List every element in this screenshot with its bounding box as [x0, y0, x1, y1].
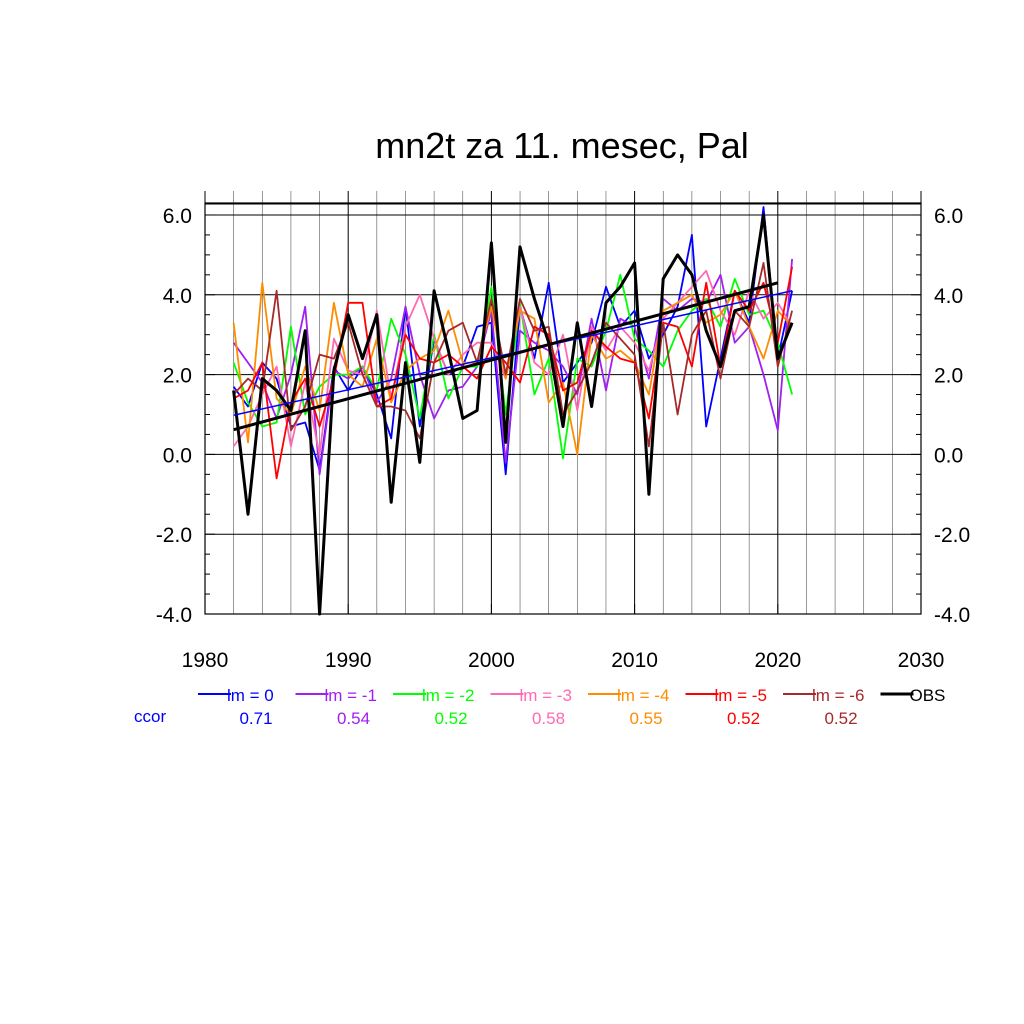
chart-title: mn2t za 11. mesec, Pal [375, 125, 749, 166]
x-tick-label: 2010 [611, 649, 658, 672]
tick-labels: 1980 1990 2000 2010 2020 2030 -4.0 -4.0 -2.0 -2.0… [156, 205, 970, 672]
y-tick-label-left: 2.0 [163, 365, 192, 388]
x-tick-label: 2030 [898, 649, 945, 672]
legend-ccor-lm-2: 0.52 [434, 709, 467, 728]
legend: ccor lm = 0 0.71 lm = -1 0.54 lm = -2 0.52 lm … [134, 686, 945, 728]
trend-line-obs [233, 281, 779, 432]
y-tick-label-left: -4.0 [156, 604, 192, 627]
y-tick-label-right: 2.0 [934, 365, 963, 388]
x-tick-label: 1990 [325, 649, 372, 672]
legend-label-lm-6: lm = -6 [812, 686, 864, 705]
axis-ticks [204, 214, 922, 615]
plot-frame [204, 202, 922, 615]
series-line-lm-5 [233, 266, 793, 480]
legend-ccor-lm-1: 0.54 [337, 709, 370, 728]
legend-label-obs: OBS [910, 686, 946, 705]
y-tick-label-right: 0.0 [934, 444, 963, 467]
legend-ccor-lm-3: 0.58 [532, 709, 565, 728]
y-tick-label-right: -2.0 [934, 524, 970, 547]
legend-ccor-lm-0: 0.71 [239, 709, 272, 728]
y-tick-label-left: 0.0 [163, 444, 192, 467]
legend-label-lm-1: lm = -1 [325, 686, 377, 705]
legend-ccor-lm-5: 0.52 [727, 709, 760, 728]
legend-label-lm-5: lm = -5 [715, 686, 767, 705]
legend-label-lm-0: lm = 0 [227, 686, 274, 705]
ccor-label: ccor [134, 707, 166, 726]
legend-label-lm-2: lm = -2 [422, 686, 474, 705]
y-tick-label-left: 4.0 [163, 285, 192, 308]
legend-label-lm-4: lm = -4 [617, 686, 669, 705]
x-tick-label: 2020 [754, 649, 801, 672]
y-tick-label-left: 6.0 [163, 205, 192, 228]
trend-layer [233, 281, 793, 432]
y-tick-label-right: 4.0 [934, 285, 963, 308]
legend-ccor-lm-4: 0.55 [629, 709, 662, 728]
x-tick-label: 2000 [468, 649, 515, 672]
legend-label-lm-3: lm = -3 [520, 686, 572, 705]
y-tick-label-right: 6.0 [934, 205, 963, 228]
y-tick-label-right: -4.0 [934, 604, 970, 627]
x-tick-label: 1980 [182, 649, 229, 672]
y-tick-label-left: -2.0 [156, 524, 192, 547]
legend-ccor-lm-6: 0.52 [824, 709, 857, 728]
